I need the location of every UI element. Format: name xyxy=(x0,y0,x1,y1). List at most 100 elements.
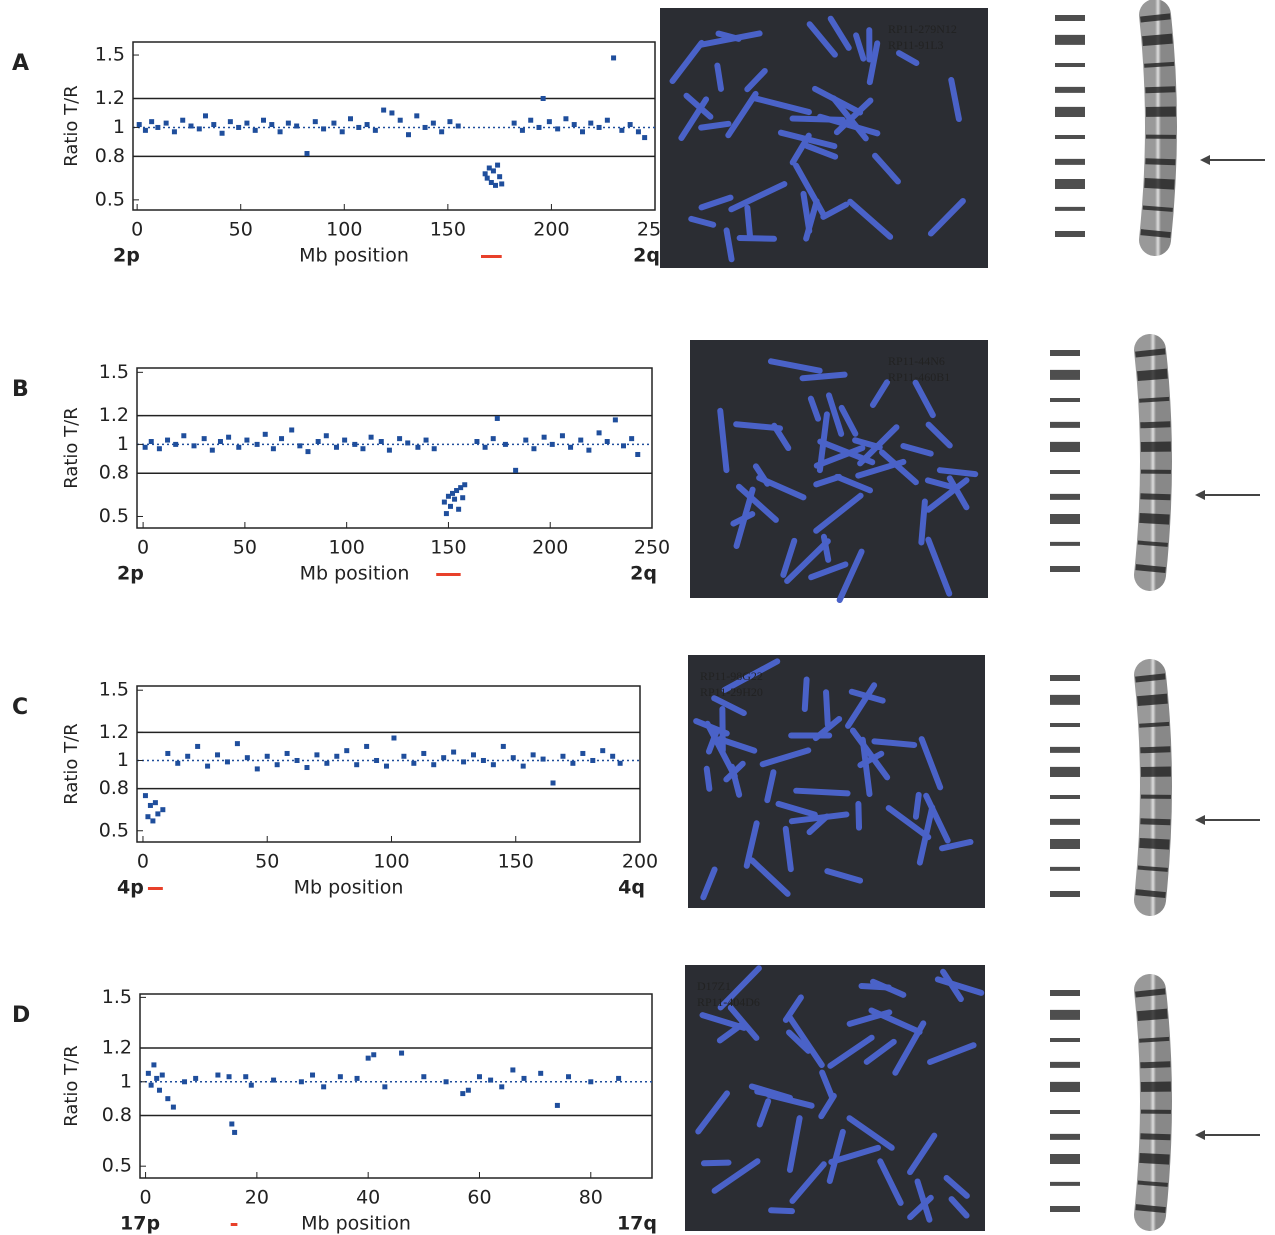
fish-chromosome xyxy=(859,736,873,798)
arrow-head xyxy=(1195,815,1205,825)
plot-frame xyxy=(139,993,653,1179)
y-axis-label: Ratio T/R xyxy=(61,1045,82,1127)
data-point xyxy=(629,436,635,442)
y-tick-label: 1 xyxy=(117,749,129,771)
fish-chromosome xyxy=(855,800,863,831)
fish-chromosome xyxy=(836,548,865,604)
data-point xyxy=(596,430,602,436)
fish-chromosome xyxy=(716,1022,744,1044)
fish-chromosome xyxy=(715,30,742,42)
data-point xyxy=(499,181,505,187)
fish-chromosome xyxy=(820,533,832,563)
deleted-region xyxy=(481,255,502,258)
data-point xyxy=(196,126,202,132)
data-point xyxy=(439,129,445,135)
fish-chromosome xyxy=(918,736,944,791)
data-point xyxy=(219,130,225,136)
data-point xyxy=(211,122,217,128)
fish-chromosome xyxy=(780,537,798,578)
data-point xyxy=(389,110,395,116)
fish-chromosome xyxy=(744,67,768,93)
data-point xyxy=(411,760,417,766)
data-point xyxy=(234,741,240,747)
data-point xyxy=(422,124,428,130)
data-point xyxy=(488,179,494,185)
data-point xyxy=(342,437,348,443)
chromosome xyxy=(1134,659,1172,916)
data-point xyxy=(270,446,276,452)
data-point xyxy=(254,766,260,772)
data-point xyxy=(488,1077,494,1083)
fish-chromosome xyxy=(716,736,758,754)
fish-chromosome xyxy=(820,201,850,220)
data-point xyxy=(348,116,353,122)
data-point xyxy=(538,1070,544,1076)
data-point xyxy=(519,127,525,133)
chromosome-bands xyxy=(1140,13,1176,242)
fish-chromosome xyxy=(700,1159,732,1167)
fish-chromosome xyxy=(818,1092,837,1120)
data-point xyxy=(312,119,318,125)
fish-chromosome xyxy=(927,1042,977,1065)
data-point xyxy=(642,135,648,141)
data-point xyxy=(559,433,565,439)
data-point xyxy=(443,511,449,517)
y-tick-label: 1.5 xyxy=(99,679,129,701)
y-tick-label: 1.2 xyxy=(99,404,129,426)
fish-chromosome xyxy=(703,765,713,792)
fish-chromosome xyxy=(764,769,777,804)
data-point xyxy=(364,743,370,749)
data-point xyxy=(315,439,321,445)
fish-chromosome xyxy=(946,475,970,511)
fish-chromosome xyxy=(900,443,934,457)
fish-chromosome xyxy=(723,227,735,263)
fish-chromosome xyxy=(750,94,812,116)
fish-chromosome xyxy=(786,1029,812,1054)
data-point xyxy=(490,168,496,174)
plot-frame xyxy=(136,367,653,529)
data-point xyxy=(148,439,154,445)
data-point xyxy=(384,763,390,769)
fish-chromosome xyxy=(863,1038,897,1065)
data-point xyxy=(215,1072,221,1078)
data-point xyxy=(365,1055,371,1061)
fish-chromosome xyxy=(907,1132,938,1176)
deleted-region xyxy=(147,887,163,890)
data-point xyxy=(480,757,486,763)
data-point xyxy=(635,451,641,457)
data-point xyxy=(142,793,148,799)
y-tick-label: 0.8 xyxy=(102,1104,132,1126)
data-point xyxy=(203,113,208,119)
data-point xyxy=(528,117,534,123)
data-point xyxy=(269,122,275,128)
data-point xyxy=(298,1079,304,1085)
q-arm-label: 2q xyxy=(630,563,657,585)
data-point xyxy=(304,765,310,771)
fish-chromosome xyxy=(827,1034,875,1069)
data-point xyxy=(460,495,466,501)
data-point xyxy=(356,124,362,130)
probe-label: RP11-98G22 xyxy=(700,669,763,683)
data-point xyxy=(304,151,310,157)
data-point xyxy=(227,119,233,125)
data-point xyxy=(588,1079,594,1085)
data-point xyxy=(331,120,337,126)
fish-chromosome xyxy=(688,215,717,228)
fish-chromosome xyxy=(895,50,920,67)
fish-chromosome xyxy=(727,1004,760,1041)
q-arm-label: 4q xyxy=(618,877,645,899)
fish-chromosome xyxy=(723,760,746,783)
data-point xyxy=(352,441,358,447)
data-point xyxy=(236,124,242,130)
data-point xyxy=(324,760,330,766)
fish-chromosome xyxy=(819,1069,835,1100)
data-point xyxy=(150,818,156,824)
fish-chromosome xyxy=(725,90,759,139)
deleted-region xyxy=(436,573,461,576)
data-point xyxy=(274,762,280,768)
y-tick-label: 1.5 xyxy=(102,986,132,1008)
data-point xyxy=(248,1082,254,1088)
y-tick-label: 0.5 xyxy=(99,819,129,841)
data-point xyxy=(165,1096,171,1102)
